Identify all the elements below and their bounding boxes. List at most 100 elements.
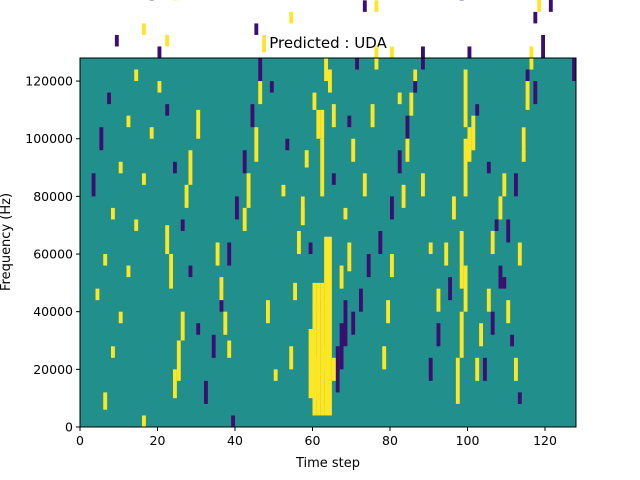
heatmap-cell-low <box>541 34 546 58</box>
heatmap-cell-high <box>246 173 251 208</box>
heatmap-cell-high <box>149 127 154 139</box>
heatmap-cell-high <box>331 357 336 381</box>
heatmap-cell-high <box>312 357 317 399</box>
heatmap-cell-high <box>227 340 232 358</box>
heatmap-cell-low <box>157 46 162 58</box>
heatmap-cell-high <box>215 242 220 266</box>
heatmap-cell-low <box>331 173 336 185</box>
heatmap-cell-high <box>370 104 375 128</box>
heatmap-cell-low <box>510 334 515 347</box>
heatmap-cell-high <box>289 11 294 24</box>
heatmap-cell-high <box>312 92 317 110</box>
heatmap-cell-high <box>486 288 491 312</box>
heatmap-cell-high <box>95 288 100 301</box>
heatmap-cell-low <box>114 34 119 47</box>
heatmap-cell-low <box>436 323 441 347</box>
heatmap-cell-high <box>196 109 201 139</box>
heatmap-cell-high <box>300 196 305 226</box>
heatmap-cell-low <box>211 334 216 358</box>
heatmap-cell-low <box>366 254 371 278</box>
heatmap-cell-high <box>506 300 511 324</box>
x-tick-label: 100 <box>456 433 480 448</box>
heatmap-cell-high <box>459 230 464 289</box>
heatmap-cell-high <box>142 23 146 35</box>
heatmap-cell-high <box>304 150 309 168</box>
y-tick-label: 20000 <box>33 362 73 377</box>
y-tick-label: 80000 <box>33 189 73 204</box>
heatmap-cell-low <box>231 415 236 427</box>
heatmap-cell-high <box>537 0 542 12</box>
heatmap-cell-low <box>355 58 360 70</box>
heatmap-cell-high <box>258 81 263 105</box>
heatmap-cell-low <box>498 265 503 289</box>
heatmap-cell-high <box>521 127 526 162</box>
heatmap-cell-low <box>483 357 487 381</box>
heatmap-cell-high <box>142 173 146 185</box>
heatmap-cell-high <box>219 277 224 301</box>
heatmap-cell-low <box>390 196 394 220</box>
heatmap-cell-low <box>397 150 402 174</box>
y-tick-label: 100000 <box>25 131 73 146</box>
heatmap-cell-high <box>421 173 425 197</box>
y-tick-label: 40000 <box>33 304 73 319</box>
heatmap-cell-low <box>347 115 352 128</box>
heatmap-cell-low <box>343 300 348 347</box>
x-tick-label: 40 <box>227 433 243 448</box>
heatmap-cell-high <box>103 254 108 266</box>
heatmap-cell-high <box>405 138 410 162</box>
heatmap-cell-high <box>223 311 228 335</box>
heatmap-cell-high <box>498 196 503 220</box>
y-tick-label: 0 <box>65 420 73 435</box>
heatmap-cell-low <box>188 265 193 278</box>
heatmap-cell-high <box>452 196 456 220</box>
heatmap-cell-low <box>494 219 499 231</box>
heatmap-cell-high <box>312 282 317 416</box>
heatmap-cell-low <box>502 277 507 289</box>
y-tick-label: 120000 <box>25 74 73 89</box>
heatmap-cell-high <box>169 254 174 289</box>
heatmap-cell-low <box>475 104 480 116</box>
heatmap-cell-high <box>118 161 123 174</box>
heatmap-cell-high <box>444 242 449 266</box>
heatmap-cell-high <box>266 300 270 324</box>
heatmap-cell-high <box>467 127 472 162</box>
heatmap-cell-low <box>525 69 530 82</box>
heatmap-cell-high <box>401 184 406 208</box>
heatmap-cell-low <box>269 81 274 93</box>
heatmap-cell-high <box>362 173 367 197</box>
heatmap-cell-high <box>188 150 193 185</box>
heatmap-cell-high <box>118 311 123 324</box>
heatmap-cell-high <box>339 265 344 289</box>
heatmap-cell-high <box>297 230 301 255</box>
heatmap-cell-high <box>273 369 278 381</box>
heatmap-cell-high <box>324 346 329 370</box>
heatmap-cell-low <box>359 288 363 312</box>
heatmap-cell-low <box>572 58 577 82</box>
heatmap-cell-low <box>486 161 491 174</box>
heatmap-cell-high <box>180 311 185 341</box>
heatmap-cell-low <box>533 11 538 24</box>
heatmap-cell-low <box>250 104 255 128</box>
x-axis: 0 20 40 60 80 100 120 <box>76 427 557 448</box>
heatmap-cell-high <box>173 369 177 399</box>
heatmap-cell-high <box>463 138 468 197</box>
heatmap-cell-high <box>320 109 325 139</box>
heatmap-cell-low <box>351 311 356 335</box>
heatmap-cell-high <box>324 236 329 416</box>
heatmap-cell-high <box>262 34 267 53</box>
plot-area <box>79 0 577 428</box>
heatmap-cell-low <box>254 23 259 35</box>
heatmap-cell-low <box>490 311 495 335</box>
heatmap-cell-high <box>502 173 507 197</box>
heatmap-cell-high <box>184 184 189 208</box>
heatmap-cell-low <box>548 0 553 12</box>
heatmap-cell-high <box>242 207 247 231</box>
heatmap-cell-low <box>196 323 201 335</box>
heatmap-cell-low <box>235 196 239 220</box>
heatmap-cell-low <box>107 92 112 105</box>
heatmap-cell-low <box>339 323 344 370</box>
heatmap-cell-low <box>285 138 290 151</box>
heatmap-cell-high <box>397 92 402 105</box>
heatmap-cell-low <box>405 115 410 139</box>
